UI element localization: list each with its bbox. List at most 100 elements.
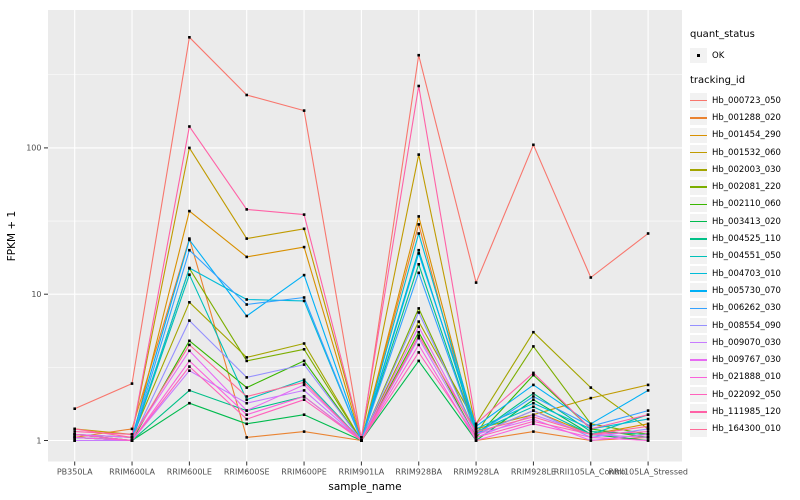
legend-key-swatch (690, 387, 707, 403)
x-tick-label: PB350LA (57, 468, 93, 477)
legend-entry: Hb_002110_060 (690, 196, 800, 213)
legend-entry-label: Hb_111985_120 (712, 406, 781, 417)
legend-key-swatch (690, 214, 707, 230)
x-axis-title: sample_name (328, 481, 401, 493)
data-point (302, 430, 306, 433)
quant-status-key (690, 48, 707, 63)
legend-key-swatch (690, 196, 707, 212)
legend-line-icon (690, 272, 707, 275)
legend-entry: Hb_001532_060 (690, 144, 800, 161)
data-point (302, 213, 306, 216)
data-point (532, 430, 535, 433)
legend-entry: Hb_004703_010 (690, 265, 800, 282)
data-point (474, 425, 478, 428)
data-point (417, 334, 420, 337)
data-point (417, 153, 420, 156)
data-point (417, 252, 420, 255)
data-point (245, 386, 248, 389)
legend-line-icon (690, 307, 707, 309)
legend-line-icon (690, 203, 707, 206)
legend-key-swatch (690, 179, 707, 195)
legend-entry: Hb_004525_110 (690, 230, 800, 247)
data-point (360, 439, 363, 442)
legend-entry-label: Hb_000723_050 (712, 95, 781, 106)
data-point (532, 401, 535, 405)
data-point (302, 273, 306, 277)
data-point (188, 238, 191, 242)
x-tick-label: RRII105LA_Control (554, 468, 628, 477)
legend: quant_status OK tracking_id Hb_000723_05… (690, 30, 800, 438)
data-point (474, 427, 478, 431)
legend-entry-label: Hb_164300_010 (712, 424, 781, 435)
legend-entry-label: Hb_004703_010 (712, 268, 781, 279)
data-point (417, 351, 420, 354)
legend-entry-label: Hb_004525_110 (712, 234, 781, 245)
data-point (417, 320, 420, 323)
legend-entry-label: Hb_001532_060 (712, 147, 781, 158)
legend-entry-label: Hb_006262_030 (712, 303, 781, 314)
data-point (417, 343, 420, 347)
legend-entry: Hb_164300_010 (690, 421, 800, 438)
data-point (302, 378, 306, 382)
legend-key-swatch (690, 266, 707, 282)
data-point (417, 359, 420, 363)
data-point (417, 232, 420, 235)
legend-entry: Hb_009767_030 (690, 351, 800, 368)
y-tick-label: 10 (31, 290, 41, 299)
data-point (245, 298, 248, 301)
legend-key-swatch (690, 93, 707, 109)
data-point (130, 427, 134, 431)
data-point (302, 413, 306, 416)
data-point (130, 436, 134, 439)
x-tick-label: RRII105LA_Stressed (608, 468, 688, 477)
legend-key-swatch (690, 421, 707, 437)
legend-entry-label: Hb_005730_070 (712, 285, 781, 296)
data-point (589, 396, 593, 400)
legend-entry: Hb_001288_020 (690, 109, 800, 126)
data-point (188, 343, 191, 347)
data-point (417, 307, 420, 310)
data-point (646, 232, 650, 235)
data-point (245, 413, 248, 416)
data-point (245, 401, 248, 405)
quant-status-label: OK (712, 50, 725, 61)
data-point (474, 422, 478, 426)
legend-line-icon (690, 255, 707, 257)
data-point (245, 237, 248, 240)
data-point (188, 248, 191, 252)
data-point (646, 433, 650, 436)
data-point (417, 336, 420, 340)
legend-line-icon (690, 238, 707, 240)
data-point (188, 273, 191, 276)
legend-line-icon (690, 411, 707, 413)
legend-key-swatch (690, 110, 707, 126)
data-point (302, 363, 306, 366)
data-point (302, 348, 306, 351)
legend-line-icon (690, 428, 707, 430)
data-point (474, 281, 478, 284)
quant-status-item: OK (690, 48, 800, 63)
data-point (73, 436, 76, 439)
data-point (589, 425, 593, 428)
data-point (245, 417, 248, 421)
data-point (417, 325, 420, 328)
data-point (302, 227, 306, 231)
data-point (474, 430, 478, 433)
data-point (188, 125, 191, 128)
data-point (302, 398, 306, 401)
legend-line-icon (690, 342, 707, 344)
x-tick-label: RRIM600LE (167, 468, 212, 477)
data-point (646, 436, 650, 439)
x-tick-label: RRIM600LA (109, 468, 155, 477)
legend-entry: Hb_009070_030 (690, 334, 800, 351)
legend-line-icon (690, 151, 707, 154)
legend-entry-label: Hb_009070_030 (712, 337, 781, 348)
point-marker-icon (697, 54, 700, 57)
data-point (130, 382, 134, 385)
data-point (417, 53, 420, 57)
data-point (532, 383, 535, 387)
data-point (646, 383, 650, 387)
data-point (130, 433, 134, 436)
legend-entry: Hb_000723_050 (690, 92, 800, 109)
data-point (532, 143, 535, 147)
